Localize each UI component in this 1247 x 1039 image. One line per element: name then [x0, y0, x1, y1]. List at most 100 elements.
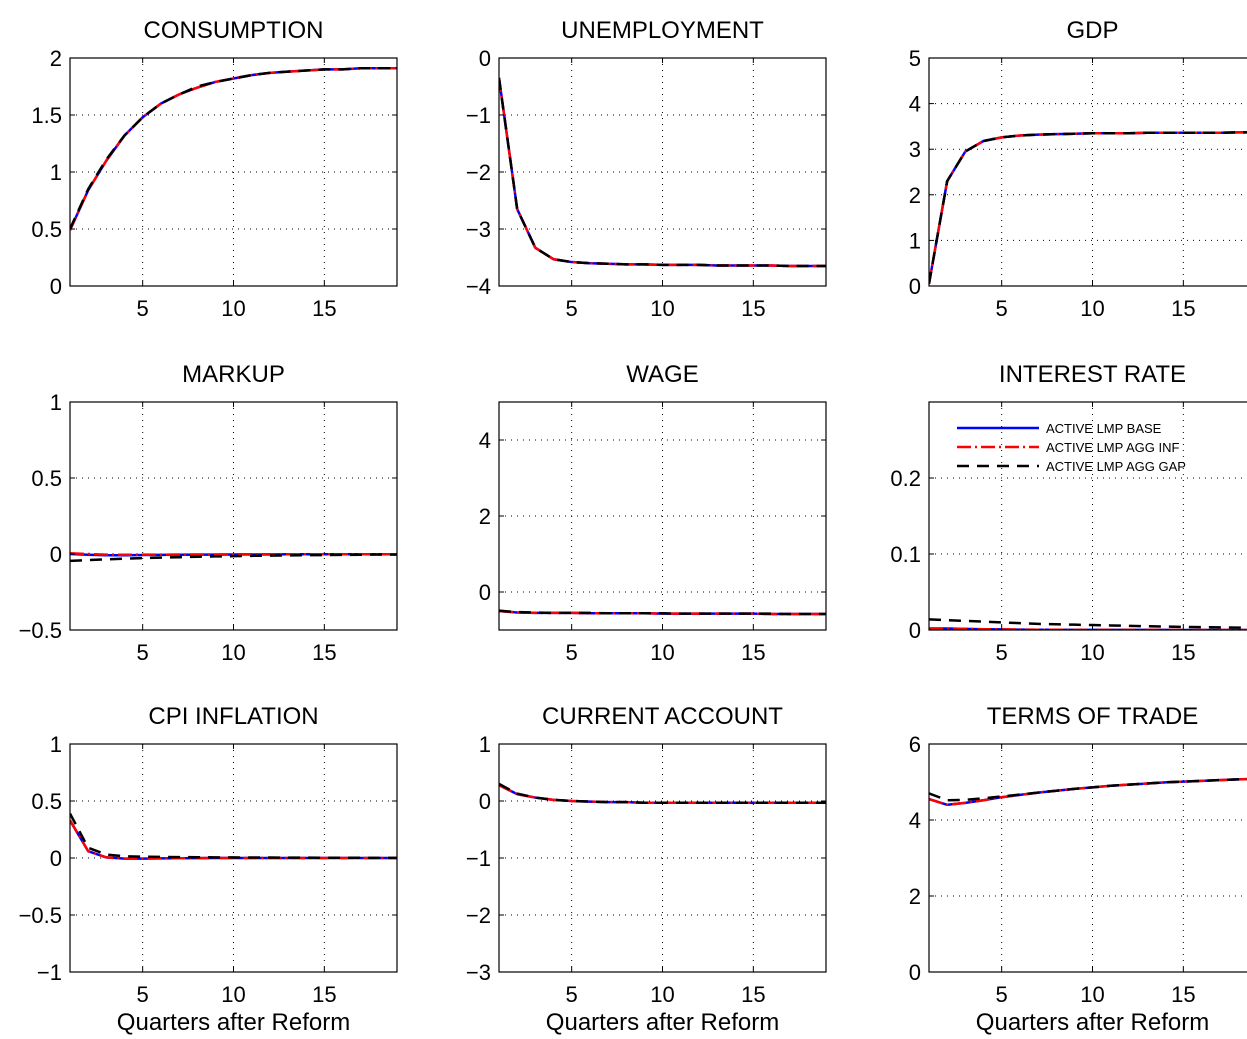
series-line-active-lmp-base — [70, 67, 397, 231]
panel-unemployment: 5 10 15 −4 −3 −2 −1 0 UNEMPLOYMENT — [466, 17, 827, 321]
chart-title: UNEMPLOYMENT — [561, 17, 764, 44]
x-axis-label: Quarters after Reform — [117, 1009, 350, 1036]
x-tick-label: 10 — [650, 982, 674, 1007]
panel-gdp: 5 10 15 0 1 2 3 4 5 GDP — [909, 17, 1247, 321]
y-tick-label: 4 — [909, 92, 921, 117]
x-tick-label: 5 — [996, 640, 1008, 665]
x-tick-label: 10 — [650, 640, 674, 665]
panel-consumption: 5 10 15 0 0.5 1 1.5 2 CONSUMPTION — [31, 17, 398, 321]
legend-label: ACTIVE LMP BASE — [1046, 421, 1162, 436]
y-tick-label: 0 — [479, 580, 491, 605]
y-tick-label: −3 — [466, 960, 491, 985]
x-tick-label: 15 — [312, 982, 336, 1007]
y-tick-label: 0.5 — [31, 217, 62, 242]
x-tick-label: 5 — [566, 640, 578, 665]
series-line-active-lmp-agg-gap — [499, 77, 826, 268]
series-line-active-lmp-agg-gap — [929, 131, 1247, 284]
y-tick-label: 5 — [909, 46, 921, 71]
series-group — [70, 812, 397, 860]
x-tick-label: 10 — [1080, 296, 1104, 321]
chart-title: MARKUP — [182, 361, 285, 388]
y-tick-label: 0 — [909, 274, 921, 299]
y-tick-label: 0 — [50, 274, 62, 299]
chart-title: WAGE — [626, 361, 698, 388]
series-group — [499, 609, 826, 616]
panel-interest-rate: 5 10 15 0 0.1 0.2 INTEREST RATE ACTIVE LMP BASE… — [890, 361, 1247, 665]
series-line-active-lmp-agg-gap — [70, 812, 397, 860]
x-tick-label: 10 — [650, 296, 674, 321]
series-line-active-lmp-agg-gap — [499, 782, 826, 804]
x-tick-label: 15 — [1171, 296, 1195, 321]
y-tick-label: 0 — [909, 618, 921, 643]
x-axis-label: Quarters after Reform — [546, 1009, 779, 1036]
legend-label: ACTIVE LMP AGG GAP — [1046, 459, 1186, 474]
y-tick-label: 2 — [479, 504, 491, 529]
series-line-active-lmp-agg-gap — [929, 777, 1247, 802]
chart-title: CONSUMPTION — [144, 17, 324, 44]
panel-wage: 5 10 15 0 2 4 WAGE — [479, 361, 827, 665]
x-tick-label: 15 — [312, 640, 336, 665]
y-tick-label: 2 — [50, 46, 62, 71]
series-line-active-lmp-agg-gap — [499, 609, 826, 616]
chart-title: CPI INFLATION — [148, 703, 318, 730]
x-tick-label: 10 — [221, 982, 245, 1007]
x-tick-label: 10 — [221, 640, 245, 665]
y-tick-label: −1 — [37, 960, 62, 985]
y-tick-label: 0.5 — [31, 466, 62, 491]
axes-box — [928, 57, 1247, 287]
x-tick-label: 15 — [1171, 982, 1195, 1007]
panel-terms-of-trade: 5 10 15 0 2 4 6 TERMS OF TRADE Quarters after Re… — [909, 703, 1247, 1036]
panel-cpi-inflation: 5 10 15 −1 −0.5 0 0.5 1 CPI INFLATION Quarters af… — [19, 703, 398, 1036]
legend-label: ACTIVE LMP AGG INF — [1046, 440, 1179, 455]
x-tick-label: 15 — [741, 640, 765, 665]
axes-box — [928, 743, 1247, 973]
series-line-active-lmp-agg-gap — [70, 553, 397, 563]
series-line-active-lmp-agg-inf — [70, 819, 397, 860]
x-axis-label: Quarters after Reform — [976, 1009, 1209, 1036]
y-tick-label: 1.5 — [31, 103, 62, 128]
y-tick-label: −4 — [466, 274, 491, 299]
x-tick-label: 5 — [996, 982, 1008, 1007]
series-group — [499, 77, 826, 268]
y-tick-label: −0.5 — [19, 618, 62, 643]
y-tick-label: −1 — [466, 103, 491, 128]
y-tick-label: 1 — [479, 732, 491, 757]
series-line-active-lmp-agg-inf — [70, 551, 397, 557]
series-group — [929, 131, 1247, 284]
y-tick-label: 0 — [479, 789, 491, 814]
x-tick-label: 5 — [996, 296, 1008, 321]
chart-title: CURRENT ACCOUNT — [542, 703, 783, 730]
y-tick-label: 2 — [909, 884, 921, 909]
x-tick-label: 10 — [221, 296, 245, 321]
y-tick-label: 4 — [479, 428, 491, 453]
series-group — [70, 67, 397, 231]
series-line-active-lmp-agg-gap — [70, 67, 397, 230]
x-tick-label: 15 — [1171, 640, 1195, 665]
y-tick-label: 1 — [909, 228, 921, 253]
y-tick-label: 1 — [50, 732, 62, 757]
chart-title: GDP — [1066, 17, 1118, 44]
x-tick-label: 5 — [137, 640, 149, 665]
panel-current-account: 5 10 15 −3 −2 −1 0 1 CURRENT ACCOUNT Quarters aft… — [466, 703, 827, 1036]
y-tick-label: 4 — [909, 808, 921, 833]
series-group — [929, 618, 1247, 630]
y-tick-label: 0.5 — [31, 789, 62, 814]
y-tick-label: 0 — [479, 46, 491, 71]
series-group — [499, 782, 826, 804]
y-tick-label: 0.2 — [890, 466, 921, 491]
series-line-active-lmp-agg-inf — [499, 77, 826, 268]
x-tick-label: 10 — [1080, 640, 1104, 665]
chart-title: INTEREST RATE — [999, 361, 1186, 388]
y-tick-label: 1 — [50, 390, 62, 415]
axes-box — [928, 401, 1247, 631]
series-line-active-lmp-agg-gap — [929, 618, 1247, 629]
series-line-active-lmp-agg-inf — [499, 783, 826, 804]
y-tick-label: 3 — [909, 137, 921, 162]
y-tick-label: 6 — [909, 732, 921, 757]
y-tick-label: −2 — [466, 903, 491, 928]
y-tick-label: 0 — [50, 846, 62, 871]
x-tick-label: 5 — [566, 296, 578, 321]
chart-title: TERMS OF TRADE — [987, 703, 1199, 730]
panel-markup: 5 10 15 −0.5 0 0.5 1 MARKUP — [19, 361, 398, 665]
